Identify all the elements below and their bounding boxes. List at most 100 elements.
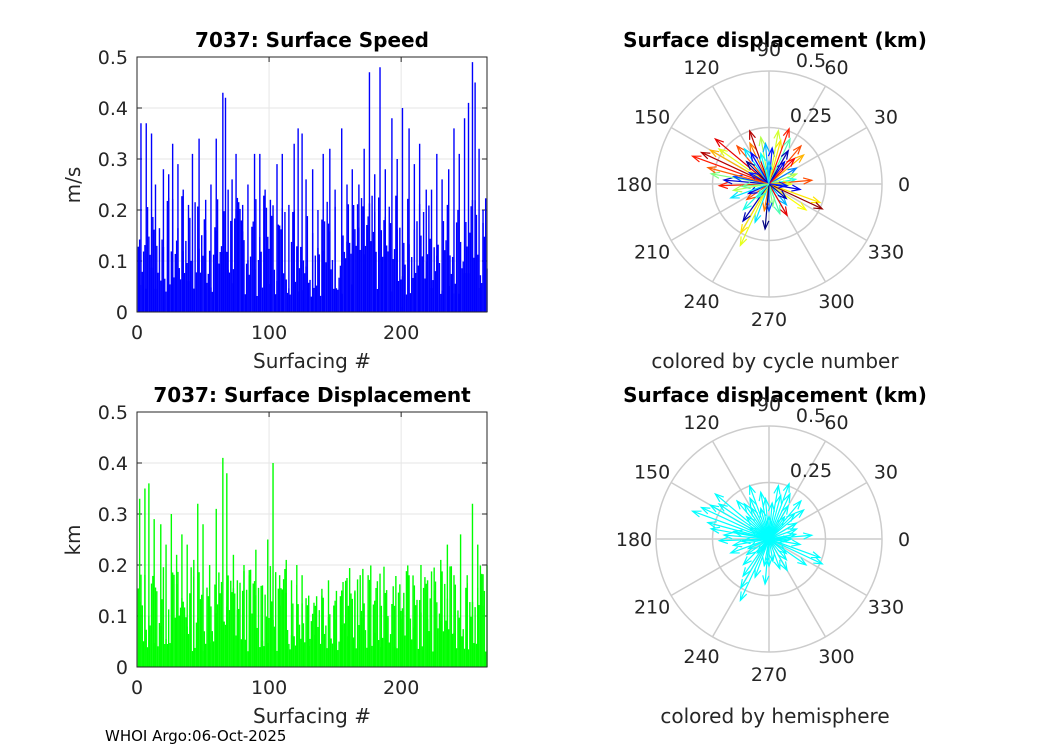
vector-arrowhead: [758, 490, 766, 502]
x-tick-label: 100: [251, 322, 287, 344]
angle-label: 0: [898, 174, 910, 196]
vector-arrowhead: [749, 484, 756, 495]
y-tick-label: 0.3: [98, 504, 128, 526]
radial-tick-label: 0.5: [796, 405, 826, 427]
vector-arrowhead: [759, 506, 767, 518]
vector-arrowhead: [777, 190, 788, 200]
vector-arrowhead: [791, 539, 802, 547]
vector-arrowhead: [773, 204, 781, 216]
displacement-vector: [760, 153, 770, 185]
vector-arrowhead: [776, 515, 786, 526]
angle-label: 90: [757, 394, 781, 416]
vector-arrowhead: [699, 151, 711, 160]
displacement-vector: [768, 538, 807, 566]
vector-arrowhead: [775, 138, 783, 150]
displacement-x-axis-label: Surfacing #: [253, 704, 371, 728]
x-tick-label: 0: [131, 677, 143, 699]
polar-hemisphere-chart: Surface displacement (km) colored by hem…: [616, 383, 927, 728]
vector-arrowhead: [708, 149, 720, 158]
vector-arrowhead: [767, 552, 776, 563]
displacement-vector: [768, 538, 774, 562]
displacement-vector: [768, 183, 821, 204]
vector-arrowhead: [778, 551, 788, 562]
displacement-vector: [730, 538, 770, 554]
vector-arrowhead: [754, 568, 762, 579]
angle-label: 240: [683, 646, 719, 668]
x-tick-label: 200: [383, 322, 419, 344]
displacement-vector: [768, 158, 795, 185]
vector-arrowhead: [767, 197, 776, 208]
polar-cycle-title: Surface displacement (km): [623, 28, 927, 52]
vector-arrowhead: [782, 127, 790, 138]
vector-arrowhead: [731, 185, 743, 193]
vector-arrowhead: [745, 191, 756, 201]
displacement-vector: [768, 145, 802, 185]
polar-spoke: [768, 183, 868, 242]
vector-arrowhead: [709, 171, 721, 179]
vector-arrowhead: [779, 206, 788, 217]
displacement-vector: [768, 483, 790, 540]
displacement-vector: [746, 161, 770, 185]
displacement-vector: [768, 179, 812, 185]
vector-arrowhead: [742, 201, 752, 211]
vector-arrowhead: [775, 493, 783, 505]
displacement-vector: [707, 522, 770, 540]
vector-arrowhead: [729, 191, 740, 199]
vector-arrowhead: [699, 506, 711, 515]
vector-arrowhead: [762, 575, 770, 586]
displacement-vector: [768, 534, 812, 540]
displacement-vector: [768, 495, 782, 540]
angle-label: 90: [757, 39, 781, 61]
displacement-vector: [768, 154, 805, 185]
vector-arrowhead: [743, 147, 753, 158]
displacement-vector: [746, 516, 770, 540]
displacement-vector: [768, 509, 805, 540]
vector-arrowhead: [778, 196, 788, 207]
vector-arrowhead: [767, 501, 776, 512]
vector-arrowhead: [740, 537, 751, 545]
vector-arrowhead: [745, 546, 756, 556]
displacement-vector: [768, 538, 823, 565]
displacement-vector: [692, 510, 770, 540]
displacement-vector: [760, 137, 770, 185]
displacement-vector: [740, 183, 770, 234]
vector-arrowhead: [743, 502, 753, 513]
speed-y-axis-label: m/s: [61, 167, 85, 204]
vector-arrowhead: [735, 499, 746, 510]
displacement-vector: [750, 507, 770, 540]
displacement-vector: [768, 183, 807, 211]
vector-arrowhead: [745, 160, 756, 171]
radial-tick-label: 0.25: [790, 105, 832, 127]
displacement-vector: [756, 538, 770, 554]
vector-arrowhead: [729, 546, 740, 554]
displacement-y-axis-label: km: [61, 524, 85, 555]
displacement-vector: [768, 183, 774, 207]
y-tick-label: 0.5: [98, 402, 128, 424]
polar-cycle-chart: Surface displacement (km) colored by cyc…: [616, 28, 927, 373]
displacement-vector: [768, 140, 782, 185]
vector-arrowhead: [739, 223, 749, 235]
vector-arrowhead: [810, 551, 822, 559]
polar-hemisphere-caption: colored by hemisphere: [660, 704, 889, 728]
displacement-vector: [749, 130, 770, 185]
speed-x-axis-label: Surfacing #: [253, 349, 371, 373]
displacement-vector: [743, 148, 770, 185]
vector-arrowhead: [782, 482, 790, 493]
displacement-vector: [768, 538, 788, 542]
displacement-vector: [768, 500, 802, 540]
y-tick-label: 0.4: [98, 98, 128, 120]
displacement-vector: [718, 503, 770, 540]
polar-hemisphere-title: Surface displacement (km): [623, 383, 927, 407]
vector-arrowhead: [773, 483, 781, 495]
axes-frame: [136, 411, 488, 668]
angle-label: 0: [898, 529, 910, 551]
vector-arrowhead: [713, 137, 724, 148]
displacement-vector: [768, 538, 787, 561]
vector-arrowhead: [749, 141, 757, 153]
displacement-vector: [756, 183, 770, 199]
displacement-vector: [768, 528, 797, 540]
vector-arrowhead: [797, 557, 808, 566]
displacement-vector: [692, 155, 770, 185]
vector-arrowhead: [709, 526, 721, 534]
